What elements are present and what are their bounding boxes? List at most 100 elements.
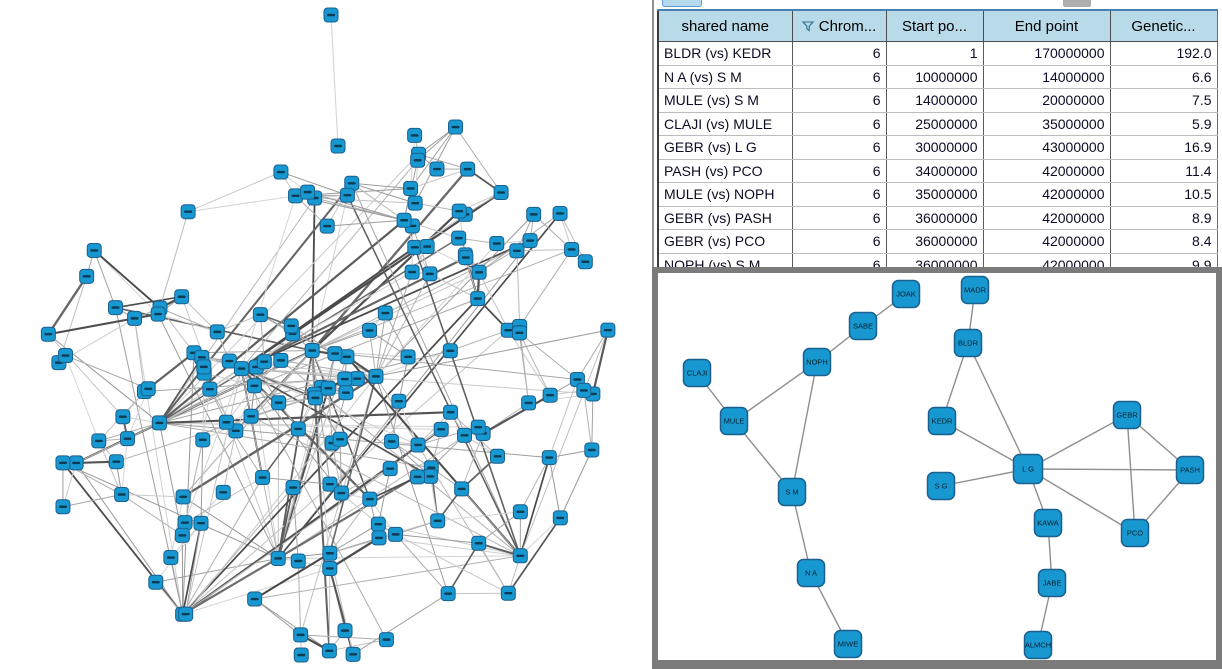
subnetwork-node[interactable]: PCO [1120, 518, 1150, 548]
network-node[interactable] [489, 448, 505, 464]
network-node[interactable] [500, 322, 516, 338]
network-node[interactable] [246, 378, 262, 394]
network-node[interactable] [448, 119, 464, 135]
table-row[interactable]: MULE (vs) S M 6 14000000 20000000 7.5 [658, 88, 1217, 113]
column-header-chromosome[interactable]: Chrom... [791, 9, 886, 42]
table-row[interactable]: MULE (vs) NOPH 6 35000000 42000000 10.5 [658, 182, 1217, 207]
network-node[interactable] [337, 623, 353, 639]
network-node[interactable] [378, 632, 394, 648]
network-node[interactable] [349, 371, 365, 387]
network-node[interactable] [388, 526, 404, 542]
network-node[interactable] [443, 404, 459, 420]
network-node[interactable] [270, 550, 286, 566]
network-node[interactable] [400, 349, 416, 365]
network-node[interactable] [140, 381, 156, 397]
network-node[interactable] [541, 450, 557, 466]
table-row[interactable]: CLAJI (vs) MULE 6 25000000 35000000 5.9 [658, 112, 1217, 136]
network-node[interactable] [471, 535, 487, 551]
network-node[interactable] [68, 455, 84, 471]
subnetwork-node[interactable]: JOAK [891, 279, 921, 309]
network-node[interactable] [382, 461, 398, 477]
subnetwork-node[interactable]: KAWA [1033, 508, 1063, 538]
network-node[interactable] [148, 574, 164, 590]
network-node[interactable] [322, 476, 338, 492]
network-node[interactable] [307, 390, 323, 406]
network-node[interactable] [410, 152, 426, 168]
network-node[interactable] [433, 421, 449, 437]
network-node[interactable] [151, 415, 167, 431]
network-node[interactable] [293, 627, 309, 643]
subnetwork-node[interactable]: NOPH [802, 347, 832, 377]
network-node[interactable] [86, 242, 102, 258]
network-node[interactable] [119, 431, 135, 447]
network-node[interactable] [521, 395, 537, 411]
network-node[interactable] [377, 305, 393, 321]
network-node[interactable] [362, 322, 378, 338]
network-node[interactable] [255, 470, 271, 486]
network-node[interactable] [243, 408, 259, 424]
subnetwork-node[interactable]: MULE [719, 406, 749, 436]
network-node[interactable] [407, 127, 423, 143]
network-node[interactable] [177, 515, 193, 531]
network-node[interactable] [247, 591, 263, 607]
subnetwork-node[interactable]: CLAJI [682, 358, 712, 388]
network-node[interactable] [256, 354, 272, 370]
network-node[interactable] [404, 264, 420, 280]
network-node[interactable] [107, 300, 123, 316]
network-node[interactable] [338, 385, 354, 401]
network-node[interactable] [422, 468, 438, 484]
network-node[interactable] [470, 419, 486, 435]
column-header-start-position[interactable]: Start po... [885, 9, 983, 42]
table-row[interactable]: GEBR (vs) L G 6 30000000 43000000 16.9 [658, 135, 1217, 160]
network-node[interactable] [345, 646, 361, 662]
network-node[interactable] [215, 484, 231, 500]
network-node[interactable] [457, 427, 473, 443]
network-node[interactable] [489, 235, 505, 251]
network-node[interactable] [285, 480, 301, 496]
table-row[interactable]: GEBR (vs) PASH 6 36000000 42000000 8.9 [658, 206, 1217, 230]
network-node[interactable] [451, 230, 467, 246]
network-node[interactable] [273, 352, 289, 368]
network-node[interactable] [440, 586, 456, 602]
network-node[interactable] [442, 343, 458, 359]
network-node[interactable] [577, 254, 593, 270]
network-node[interactable] [55, 499, 71, 515]
network-node[interactable] [55, 455, 71, 471]
network-node[interactable] [321, 643, 337, 659]
network-node[interactable] [300, 184, 316, 200]
network-node[interactable] [319, 218, 335, 234]
network-node[interactable] [370, 516, 386, 532]
column-header-shared-name[interactable]: shared name [658, 9, 792, 42]
subnetwork-node[interactable]: L G [1012, 453, 1044, 485]
subnetwork-node[interactable]: KEDR [927, 406, 957, 436]
subnetwork-node[interactable]: S M [777, 477, 807, 507]
network-node[interactable] [451, 203, 467, 219]
subnetwork-node[interactable]: MADR [960, 275, 990, 305]
network-node[interactable] [391, 393, 407, 409]
network-node[interactable] [460, 161, 476, 177]
network-node[interactable] [368, 368, 384, 384]
network-node[interactable] [576, 382, 592, 398]
subnetwork-node[interactable]: GEBR [1112, 400, 1142, 430]
subnetwork-canvas[interactable]: JOAK MADR SABE NOPH BLDR CLAJI MULE KEDR GEBR L G… [658, 273, 1216, 660]
scrollbar-fragment[interactable] [1063, 0, 1091, 7]
network-node[interactable] [419, 239, 435, 255]
network-node[interactable] [327, 346, 343, 362]
network-node[interactable] [493, 185, 509, 201]
network-node[interactable] [552, 510, 568, 526]
network-node[interactable] [337, 371, 353, 387]
network-node[interactable] [175, 489, 191, 505]
network-node[interactable] [542, 387, 558, 403]
network-node[interactable] [150, 306, 166, 322]
subnetwork-node[interactable]: BLDR [953, 328, 983, 358]
subnetwork-node[interactable]: MIWE [833, 629, 863, 659]
network-node[interactable] [584, 442, 600, 458]
network-node[interactable] [470, 291, 486, 307]
network-node[interactable] [288, 188, 304, 204]
subnetwork-node[interactable]: SABE [848, 311, 878, 341]
network-node[interactable] [202, 381, 218, 397]
network-node[interactable] [522, 233, 538, 249]
network-node[interactable] [422, 266, 438, 282]
network-node[interactable] [196, 359, 212, 375]
subnetwork-node[interactable]: S G [926, 471, 956, 501]
